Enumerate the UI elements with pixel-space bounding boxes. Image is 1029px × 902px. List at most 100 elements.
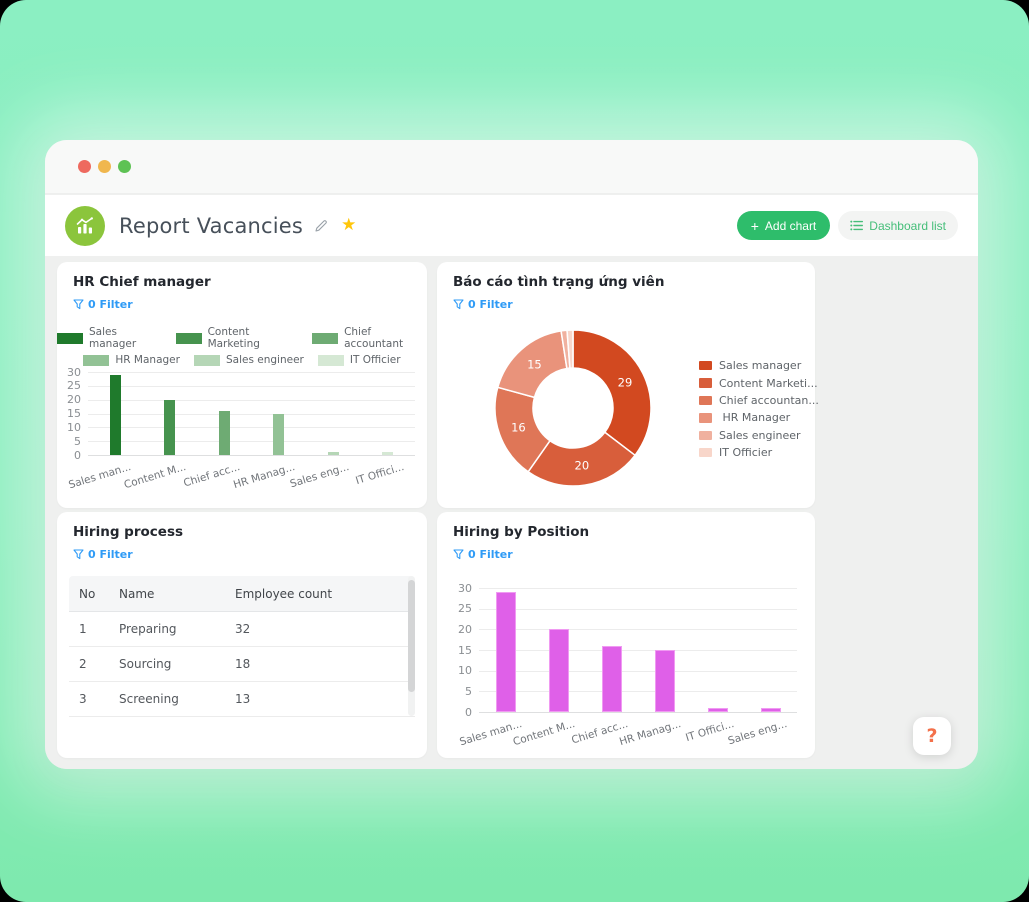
legend-item[interactable]: Sales manager	[699, 357, 819, 374]
table-cell: 3	[79, 692, 87, 706]
y-axis-tick: 5	[74, 434, 81, 448]
page-title: Report Vacancies	[119, 213, 304, 238]
legend-swatch	[699, 447, 712, 458]
legend-label: Sales manager	[719, 359, 802, 373]
legend-swatch	[699, 413, 712, 423]
bar-3	[273, 413, 285, 455]
pencil-icon	[315, 219, 327, 232]
legend-item[interactable]: Sales engineer	[699, 427, 819, 444]
donut-slice-0	[572, 329, 652, 457]
chart-legend: Sales manager Content Marketi... Chief acc…	[699, 357, 819, 461]
legend-label: Content Marketing	[207, 326, 260, 350]
legend-item[interactable]: Sales manager	[57, 326, 162, 350]
legend-swatch	[57, 332, 83, 344]
y-axis-tick: 30	[67, 365, 81, 379]
bar-chart: 0 5 10 15 20 25 30 Sales man... Content M... Chie…	[57, 262, 427, 508]
y-axis-tick: 5	[465, 684, 472, 698]
edit-title-button[interactable]	[313, 218, 329, 234]
legend-item[interactable]: Chief accountan...	[699, 392, 819, 409]
y-axis-tick: 15	[67, 407, 81, 420]
table-row: 1 Preparing 32	[69, 612, 415, 647]
table-row: 3 Screening 13	[69, 682, 415, 717]
filter-button[interactable]: 0 Filter	[453, 298, 513, 311]
filter-icon	[453, 299, 464, 310]
table-cell: Screening	[119, 692, 179, 706]
gridline	[479, 588, 797, 589]
favorite-star-icon[interactable]: ★	[341, 215, 357, 235]
plus-icon: +	[750, 217, 759, 234]
dashboard-chart-icon	[65, 205, 105, 246]
table-body: 1 Preparing 32 2 Sourcing 18 3 Screening 13	[69, 612, 415, 717]
traffic-light-minimize[interactable]	[98, 160, 111, 173]
legend-swatch	[699, 378, 712, 388]
legend-swatch	[175, 332, 202, 344]
legend-swatch	[699, 395, 712, 406]
legend-item[interactable]: IT Officier	[317, 354, 401, 366]
legend-item[interactable]: Chief accountant	[312, 326, 427, 350]
y-axis-tick: 10	[67, 420, 81, 434]
gridline	[88, 455, 415, 456]
table-cell: 18	[235, 657, 251, 671]
legend-item[interactable]: HR Manager	[699, 409, 819, 426]
y-axis-tick: 25	[67, 379, 81, 393]
traffic-light-close[interactable]	[78, 160, 91, 173]
bar-0	[495, 592, 516, 712]
table-cell: 13	[235, 692, 251, 706]
filter-button[interactable]: 0 Filter	[453, 548, 513, 561]
legend-row: HR Manager Sales engineer IT Officier	[83, 354, 401, 366]
add-chart-button[interactable]: + Add chart	[736, 211, 831, 240]
bar-chart: 0 5 10 15 20 25 30 Sales man... Content M... Chie…	[437, 512, 815, 758]
filter-icon	[453, 549, 464, 560]
dashboard-list-button[interactable]: Dashboard list	[838, 211, 958, 240]
filter-label: 0 Filter	[468, 548, 513, 561]
card-hiring-by-position: Hiring by Position 0 Filter 0 5 10 15 20 25 30…	[437, 512, 815, 758]
help-button[interactable]: ?	[913, 717, 951, 755]
dashboard-canvas: HR Chief manager 0 Filter Sales manager C…	[45, 256, 978, 769]
table-cell: 1	[79, 622, 87, 636]
table-header: No Name Employee count	[69, 576, 415, 612]
gridline	[479, 670, 797, 672]
bar-5	[382, 451, 394, 455]
bar-2	[601, 645, 622, 712]
filter-button[interactable]: 0 Filter	[73, 548, 133, 561]
chart-legend: Sales manager Content Marketing Chief acco…	[57, 326, 427, 366]
filter-label: 0 Filter	[88, 548, 133, 561]
legend-swatch	[312, 332, 339, 344]
legend-swatch	[193, 354, 220, 366]
filter-icon	[73, 299, 84, 310]
filter-button[interactable]: 0 Filter	[73, 298, 133, 311]
table-cell: 32	[235, 622, 251, 636]
legend-item[interactable]: Sales engineer	[193, 354, 304, 366]
gridline	[479, 608, 797, 610]
legend-swatch	[699, 360, 712, 371]
dashboard-header: Report Vacancies ★ + Add chart	[45, 195, 978, 256]
bar-3	[654, 650, 675, 712]
window-titlebar	[45, 140, 978, 194]
legend-label: Sales engineer	[225, 354, 304, 366]
traffic-light-zoom[interactable]	[118, 160, 131, 173]
table-scrollbar-thumb[interactable]	[408, 580, 415, 692]
table-row: 2 Sourcing 18	[69, 647, 415, 682]
legend-label: IT Officier	[349, 354, 401, 366]
y-axis-tick: 20	[67, 393, 81, 407]
legend-swatch	[699, 430, 712, 440]
table-scrollbar-track	[408, 576, 415, 716]
slice-value-label: 16	[511, 421, 526, 435]
legend-row: Sales manager Content Marketing Chief acco…	[57, 326, 427, 350]
bar-5	[760, 707, 781, 712]
bar-4	[707, 707, 728, 712]
filter-label: 0 Filter	[468, 298, 513, 311]
y-axis-tick: 20	[458, 622, 472, 636]
legend-item[interactable]: IT Officier	[699, 444, 819, 461]
table-cell: Sourcing	[119, 657, 172, 671]
legend-item[interactable]: Content Marketing	[175, 326, 299, 350]
legend-label: Chief accountant	[344, 326, 404, 350]
legend-item[interactable]: HR Manager	[83, 354, 180, 366]
legend-item[interactable]: Content Marketi...	[699, 374, 819, 391]
app-window: Report Vacancies ★ + Add chart	[45, 140, 978, 769]
column-header-employee-count: Employee count	[235, 586, 333, 601]
legend-label: IT Officier	[719, 446, 773, 460]
bar-1	[548, 629, 569, 712]
card-title: HR Chief manager	[73, 274, 211, 290]
